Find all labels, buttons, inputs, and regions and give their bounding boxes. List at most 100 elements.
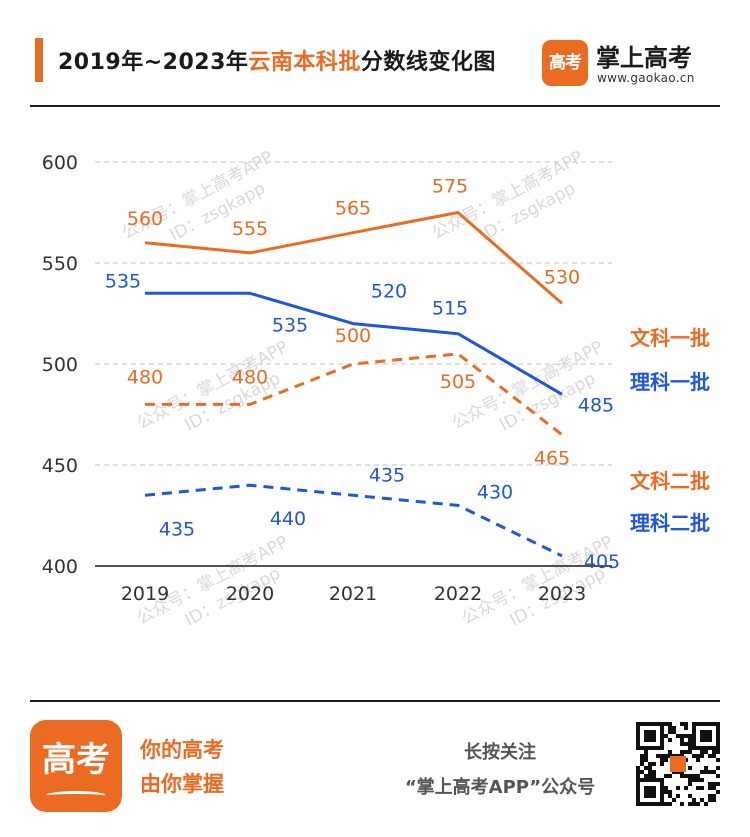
qr-module	[664, 758, 668, 762]
qr-module	[708, 754, 712, 758]
qr-module	[692, 798, 696, 802]
qr-module	[708, 798, 712, 802]
qr-module	[688, 766, 692, 770]
qr-module	[640, 762, 644, 766]
qr-module	[644, 774, 648, 778]
qr-module	[664, 754, 668, 758]
qr-module	[700, 730, 712, 742]
qr-module	[636, 774, 640, 778]
qr-module	[644, 730, 656, 742]
qr-module	[664, 774, 668, 778]
data-label: 480	[232, 366, 268, 388]
qr-module	[684, 726, 688, 730]
qr-module	[664, 786, 668, 790]
qr-module	[700, 754, 704, 758]
qr-module	[668, 730, 672, 734]
data-label: 485	[578, 394, 614, 416]
title-suffix: 分数线变化图	[360, 50, 496, 75]
qr-module	[636, 770, 640, 774]
qr-module	[664, 802, 668, 806]
qr-module	[672, 798, 676, 802]
qr-module	[636, 766, 640, 770]
qr-module	[708, 770, 712, 774]
qr-module	[668, 794, 672, 798]
qr-module	[668, 790, 672, 794]
qr-module	[696, 778, 700, 782]
data-label: 575	[432, 176, 468, 198]
qr-module	[704, 750, 708, 754]
qr-module	[648, 774, 652, 778]
qr-module	[700, 798, 704, 802]
qr-module	[672, 726, 676, 730]
qr-module	[708, 786, 712, 790]
legend-label: 理科一批	[630, 370, 710, 394]
brand-url: www.gaokao.cn	[597, 71, 695, 85]
qr-module	[660, 758, 664, 762]
qr-module	[688, 734, 692, 738]
qr-module	[640, 754, 644, 758]
qr-module	[664, 734, 668, 738]
brand-block: 高考 掌上高考 www.gaokao.cn	[542, 38, 722, 88]
qr-module	[688, 782, 692, 786]
qr-module	[696, 754, 700, 758]
legend-label: 文科二批	[630, 469, 710, 493]
data-label: 555	[232, 218, 268, 240]
qr-module	[712, 786, 716, 790]
qr-module	[656, 754, 660, 758]
qr-module	[712, 770, 716, 774]
page-title: 2019年~2023年云南本科批分数线变化图	[58, 44, 496, 76]
qr-module	[684, 734, 688, 738]
slogan-line-1: 你的高考	[140, 738, 224, 762]
qr-module	[688, 802, 692, 806]
y-tick-label: 400	[42, 556, 78, 578]
brand-name: 掌上高考	[596, 44, 692, 72]
x-tick-label: 2021	[329, 583, 377, 605]
x-tick-label: 2022	[434, 583, 482, 605]
book-icon	[46, 791, 106, 800]
y-tick-label: 600	[42, 152, 78, 174]
data-label: 535	[272, 314, 308, 336]
series-line	[145, 352, 563, 436]
qr-code-icon[interactable]	[636, 722, 720, 806]
series-line	[144, 211, 563, 305]
qr-module	[704, 770, 708, 774]
qr-module	[668, 750, 672, 754]
qr-module	[644, 758, 648, 762]
qr-module	[688, 742, 692, 746]
qr-module	[680, 742, 684, 746]
data-label: 440	[270, 508, 306, 530]
qr-module	[712, 794, 716, 798]
qr-module	[692, 754, 696, 758]
qr-module	[680, 750, 684, 754]
qr-module	[680, 722, 684, 726]
title-prefix: 2019年~2023年	[58, 50, 249, 75]
data-label: 515	[432, 298, 468, 320]
footer-divider	[30, 700, 720, 702]
app-logo-text: 高考	[42, 740, 110, 780]
qr-module	[684, 774, 688, 778]
legend-label: 文科一批	[630, 326, 710, 350]
qr-module	[700, 770, 704, 774]
qr-module	[680, 738, 684, 742]
qr-module	[696, 774, 700, 778]
qr-module	[680, 774, 684, 778]
qr-module	[644, 754, 648, 758]
qr-module	[716, 790, 720, 794]
qr-module	[652, 762, 656, 766]
qr-module	[640, 770, 644, 774]
qr-module	[696, 786, 700, 790]
qr-module	[668, 722, 672, 726]
qr-module	[680, 802, 684, 806]
account-name: “掌上高考APP”公众号	[404, 777, 596, 798]
brand-logo-icon: 高考	[542, 40, 588, 86]
qr-module	[684, 750, 688, 754]
qr-module	[704, 802, 708, 806]
qr-module	[712, 782, 716, 786]
data-label: 435	[369, 464, 405, 486]
qr-module	[696, 758, 700, 762]
data-label: 535	[105, 270, 141, 292]
qr-module	[652, 770, 656, 774]
